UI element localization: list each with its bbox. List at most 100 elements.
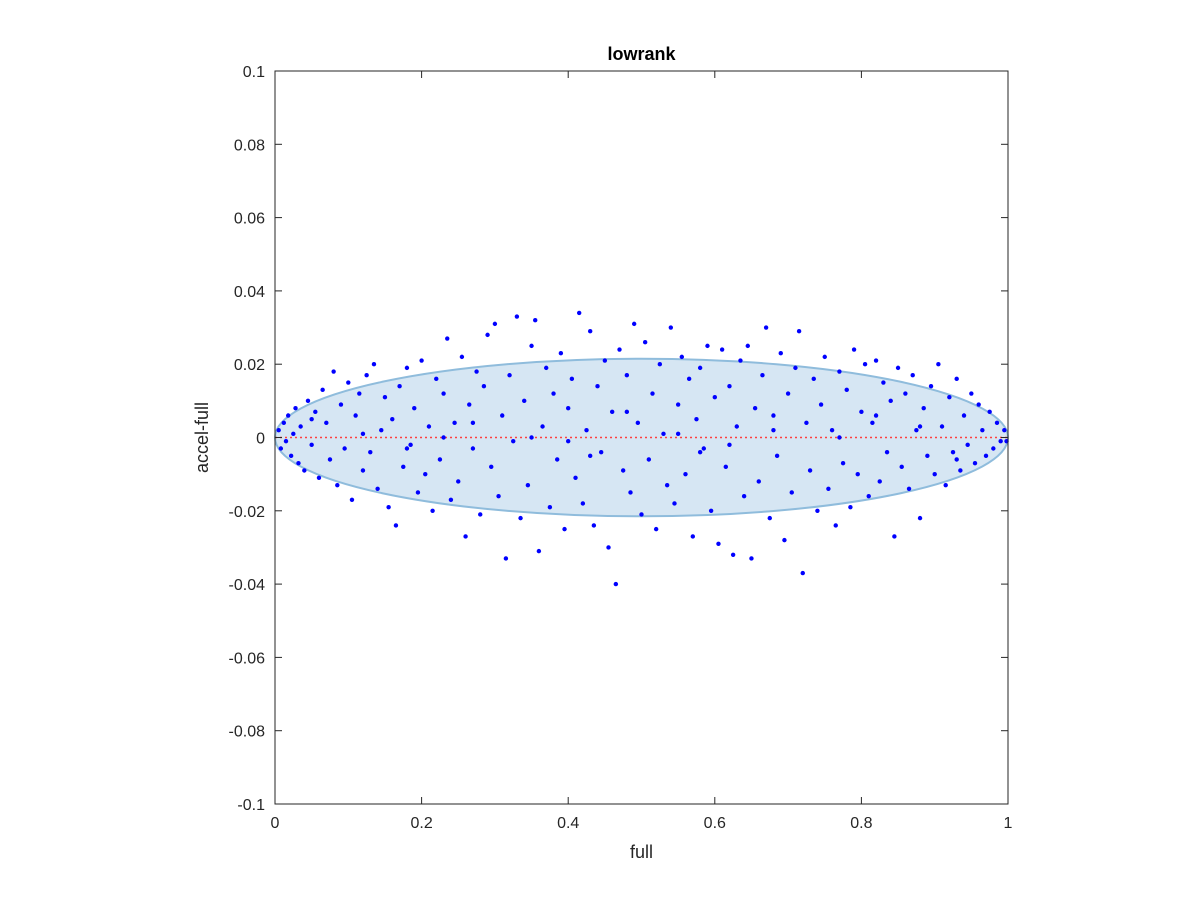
data-point [859,409,864,415]
data-point [969,391,974,396]
data-point [727,383,732,389]
data-point [730,552,736,557]
data-point [873,413,879,418]
data-point [943,482,948,488]
data-point [463,534,468,539]
data-point [961,413,967,418]
data-point [822,354,827,360]
data-point [690,534,696,539]
data-point [756,479,761,484]
data-point [349,497,355,503]
data-point [686,376,692,382]
data-point [408,442,413,448]
data-point [899,464,904,470]
data-point [437,457,443,462]
data-point [815,508,820,513]
data-point [664,482,670,488]
data-point [459,354,465,360]
data-point [837,435,842,440]
data-point [445,336,450,341]
data-point [672,501,677,506]
data-point [866,493,871,499]
data-point [708,508,714,513]
y-tick-label: -0.06 [229,650,266,667]
data-point [782,537,787,543]
data-point [485,332,490,338]
data-point [767,515,772,521]
y-tick-label: 0.02 [234,357,265,374]
data-point [987,409,992,415]
data-point [401,464,406,470]
data-point [844,387,849,393]
y-tick-label: -0.04 [229,577,266,594]
data-point [293,405,298,411]
data-point [478,512,483,517]
data-point [800,570,805,576]
data-point [503,556,509,561]
data-point [965,442,970,448]
y-tick-label: 0.06 [234,211,265,228]
data-point [412,405,417,411]
data-point [404,446,410,451]
data-point [342,446,347,451]
data-point [419,358,424,363]
data-point [511,438,516,444]
data-point [914,427,919,433]
data-point [566,405,571,411]
data-point [533,318,538,323]
data-point [624,373,630,378]
data-point [642,340,648,345]
data-point [609,409,615,415]
data-point [547,504,553,510]
data-point [595,383,600,389]
data-point [716,541,721,546]
data-point [360,468,366,473]
data-point [727,442,732,448]
data-point [639,512,644,517]
data-point [285,413,291,418]
data-point [697,449,703,455]
data-point [958,468,963,473]
x-tick-label: 0.8 [850,815,872,832]
data-point [712,394,717,400]
data-point [954,457,959,462]
data-point [309,442,314,448]
data-point [489,464,494,470]
data-point [390,416,395,422]
data-point [976,402,981,407]
data-point [375,486,380,492]
data-point [620,468,626,473]
data-point [415,490,421,495]
data-point [353,413,358,418]
data-point [675,431,681,437]
data-point [423,471,428,477]
data-point [441,435,446,440]
data-point [558,351,564,356]
data-point [862,362,868,367]
data-point [278,446,284,451]
x-axis-label: full [630,842,653,862]
x-tick-label: 0.6 [704,815,726,832]
data-point [972,460,978,466]
data-point [873,358,879,363]
data-point [397,383,402,389]
data-point [288,453,294,459]
data-point [884,449,890,455]
data-point [576,310,582,316]
data-point [309,416,314,422]
data-point [697,365,703,371]
data-point [507,373,512,378]
data-point [566,438,571,444]
data-point [840,460,846,466]
data-point [591,523,597,528]
data-point [745,343,750,349]
data-point [346,380,351,385]
data-point [305,398,311,404]
data-point [584,427,589,433]
data-point [683,471,688,477]
data-point [602,358,608,363]
data-point [928,383,934,389]
y-tick-label: 0.1 [243,64,265,81]
data-point [474,369,479,374]
y-tick-label: 0.08 [234,137,265,154]
